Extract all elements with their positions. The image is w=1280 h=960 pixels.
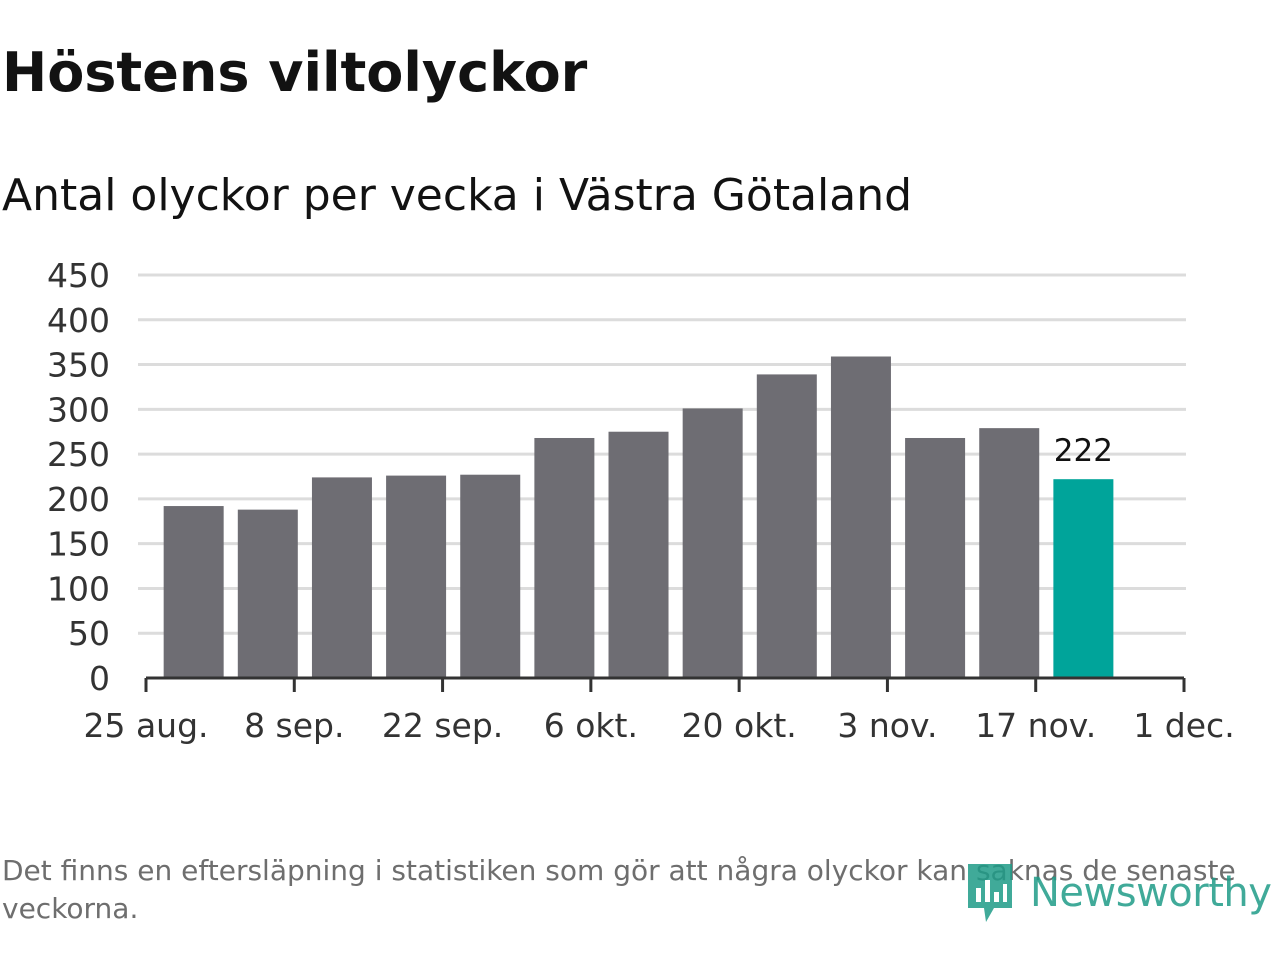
bar <box>386 475 447 678</box>
x-tick-label: 3 nov. <box>837 706 937 745</box>
x-tick-label: 25 aug. <box>83 706 208 745</box>
x-tick-label: 1 dec. <box>1133 706 1234 745</box>
y-tick-label: 250 <box>47 435 110 474</box>
x-tick-label: 22 sep. <box>382 706 503 745</box>
y-tick-label: 350 <box>47 346 110 385</box>
bar <box>905 437 966 678</box>
y-tick-label: 50 <box>68 614 110 653</box>
bar-data-label: 222 <box>1054 433 1113 469</box>
y-tick-label: 450 <box>47 256 110 295</box>
x-tick-label: 6 okt. <box>544 706 638 745</box>
bar <box>311 477 372 678</box>
bar <box>608 431 669 678</box>
newsworthy-logo-icon <box>968 864 1012 922</box>
bar <box>979 428 1040 678</box>
bar <box>237 509 298 678</box>
y-tick-label: 300 <box>47 390 110 429</box>
bars <box>163 356 1114 678</box>
chart-title: Höstens viltolyckor <box>2 41 588 104</box>
bar <box>460 474 521 678</box>
y-tick-label: 200 <box>47 480 110 519</box>
footnote: Det finns en eftersläpning i statistiken… <box>2 854 1236 925</box>
y-tick-label: 400 <box>47 301 110 340</box>
newsworthy-logo: Newsworthy <box>964 858 1272 928</box>
x-tick-label: 8 sep. <box>244 706 344 745</box>
labels: 0 50 100 150 200 250 300 350 400 450 222 25 aug. 8 s… <box>47 256 1235 745</box>
bar <box>163 506 224 678</box>
y-tick-label: 0 <box>89 659 110 698</box>
bar <box>830 356 891 678</box>
bar-highlight <box>1053 479 1114 678</box>
newsworthy-logo-text: Newsworthy <box>1030 870 1272 916</box>
x-tick-label: 17 nov. <box>975 706 1096 745</box>
bar <box>756 374 817 678</box>
x-tick-label: 20 okt. <box>682 706 797 745</box>
y-tick-label: 100 <box>47 569 110 608</box>
axes <box>144 676 1186 692</box>
bar <box>534 437 595 678</box>
bar <box>682 408 743 678</box>
chart-subtitle: Antal olyckor per vecka i Västra Götalan… <box>2 170 913 221</box>
bar-chart: 0 50 100 150 200 250 300 350 400 450 222 25 aug. 8 s… <box>47 256 1235 745</box>
y-tick-label: 150 <box>47 525 110 564</box>
